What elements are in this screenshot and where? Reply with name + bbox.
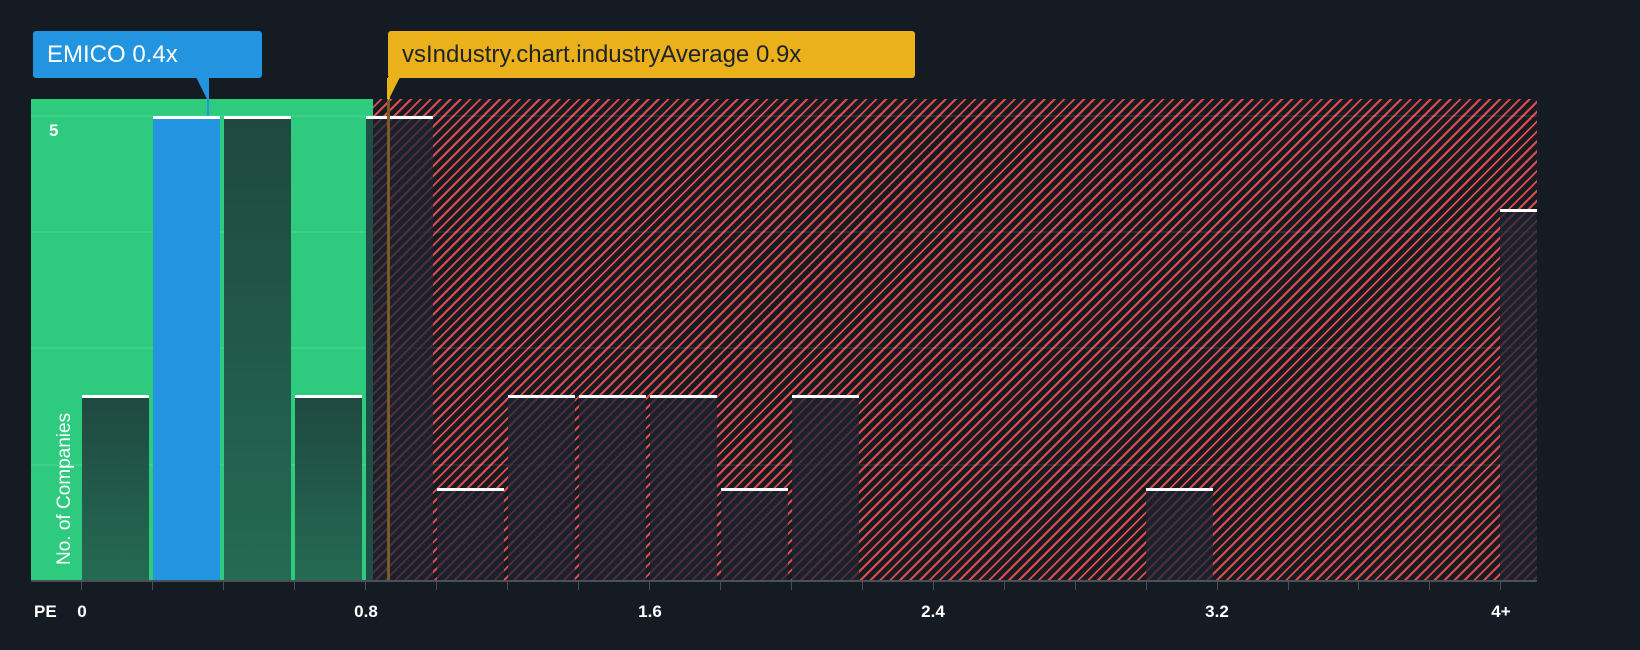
x-tick-label: 0.8 [354,602,378,621]
x-tick-label: 1.6 [638,602,662,621]
company-pe-callout: EMICO 0.4x [33,31,262,78]
x-tick [507,582,508,590]
histogram-bar[interactable] [224,116,291,581]
histogram-bar[interactable] [721,488,788,581]
histogram-bar[interactable] [792,395,859,581]
x-tick [649,582,650,590]
x-axis-line [31,580,1537,582]
gridline [31,464,1537,466]
gridline [31,231,1537,233]
x-tick [1500,582,1501,590]
x-axis-prefix: PE [34,602,57,621]
x-tick [862,582,863,590]
histogram-bar[interactable] [366,116,433,581]
x-tick [1288,582,1289,590]
gridline [31,347,1537,349]
x-tick [365,582,366,590]
x-tick [1075,582,1076,590]
y-axis-title: No. of Companies [54,412,75,565]
x-tick [791,582,792,590]
x-tick [1358,582,1359,590]
gridline [31,115,1537,117]
x-tick [1429,582,1430,590]
x-tick [1004,582,1005,590]
x-tick [578,582,579,590]
x-tick [1146,582,1147,590]
x-tick-label: 0 [77,602,87,621]
x-tick [1217,582,1218,590]
x-tick-label: 4+ [1491,602,1511,621]
industry-average-callout: vsIndustry.chart.industryAverage 0.9x [388,31,915,78]
y-tick-label: 5 [49,121,59,140]
chart-plot-area [31,99,1537,581]
histogram-bar[interactable] [437,488,504,581]
company-bar-emico[interactable] [153,116,220,581]
x-tick-label: 2.4 [921,602,945,621]
histogram-bar[interactable] [579,395,646,581]
x-tick [223,582,224,590]
histogram-bar[interactable] [650,395,717,581]
callout-pointer-icon [388,77,400,101]
x-tick [720,582,721,590]
industry-marker-line [387,78,390,99]
histogram-bar[interactable] [82,395,149,581]
x-tick-label: 3.2 [1205,602,1229,621]
histogram-bar[interactable] [1146,488,1213,581]
x-tick [294,582,295,590]
industry-average-line [387,99,390,581]
x-tick [81,582,82,590]
company-marker-line [207,78,209,116]
histogram-bar[interactable] [508,395,575,581]
histogram-bar[interactable] [1500,209,1537,581]
x-tick [152,582,153,590]
x-tick [436,582,437,590]
histogram-bar[interactable] [295,395,362,581]
x-tick [933,582,934,590]
callout-pointer-icon [196,77,208,101]
